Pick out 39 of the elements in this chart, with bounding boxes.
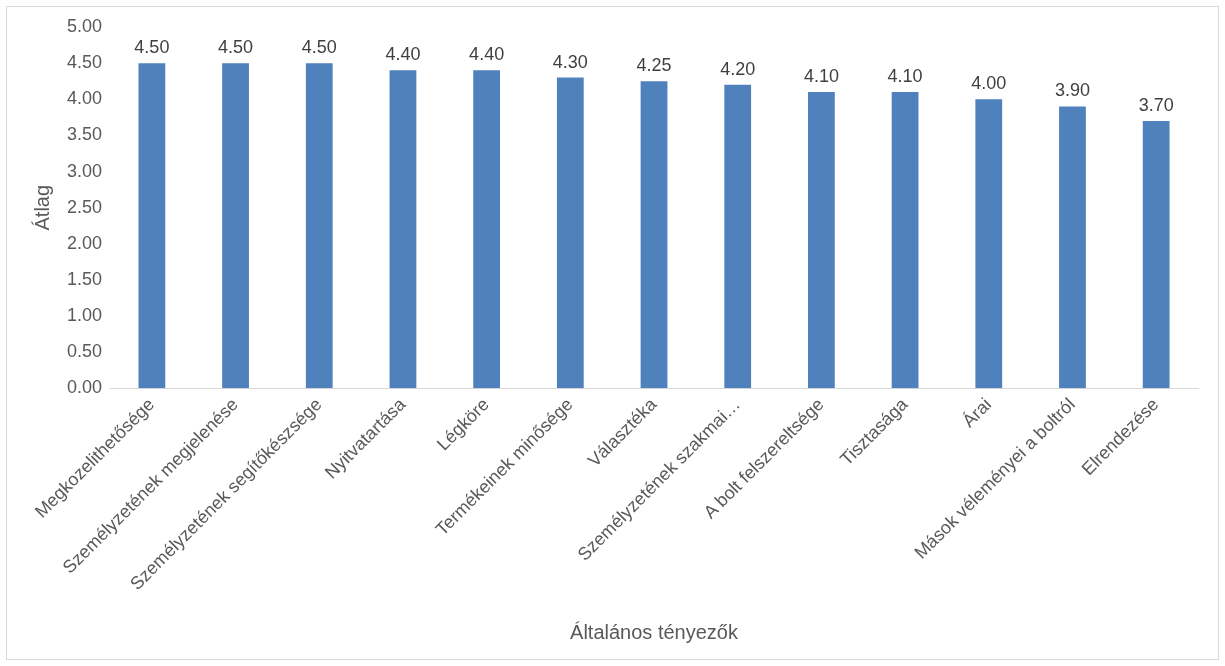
y-tick-label: 4.50	[66, 52, 103, 73]
bar	[808, 92, 835, 389]
data-label: 4.40	[469, 44, 505, 65]
data-label: 4.10	[887, 66, 923, 87]
data-label: 3.70	[1138, 94, 1174, 115]
y-tick-label: 1.50	[66, 268, 103, 289]
bar	[222, 63, 249, 389]
data-label: 4.30	[552, 51, 588, 72]
y-tick-label: 3.50	[66, 124, 103, 145]
bar	[640, 81, 668, 389]
y-axis-title: Átlag	[30, 184, 53, 231]
bar	[473, 70, 501, 389]
y-tick-label: 4.00	[66, 88, 103, 109]
bar	[891, 92, 919, 389]
bar	[1059, 106, 1086, 389]
data-label: 3.90	[1054, 80, 1090, 101]
y-tick-label: 5.00	[66, 15, 103, 36]
data-label: 4.25	[636, 55, 672, 76]
data-label: 4.00	[971, 73, 1007, 94]
data-label: 4.50	[218, 37, 254, 58]
bar	[556, 77, 584, 389]
data-label: 4.50	[301, 37, 337, 58]
data-label: 4.40	[385, 44, 421, 65]
y-tick-label: 2.50	[66, 196, 103, 217]
bar	[389, 70, 417, 389]
y-tick-label: 1.00	[66, 305, 103, 326]
y-tick-label: 0.00	[66, 377, 103, 398]
data-label: 4.10	[803, 66, 839, 87]
data-label: 4.20	[720, 58, 756, 79]
bar	[138, 63, 166, 389]
y-tick-label: 3.00	[66, 160, 103, 181]
x-axis-title: Általános tényezők	[570, 620, 739, 643]
bar	[1142, 120, 1170, 389]
bar	[975, 99, 1003, 389]
bar	[305, 63, 333, 389]
bar	[724, 84, 752, 389]
y-tick-label: 0.50	[66, 341, 103, 362]
data-label: 4.50	[134, 37, 170, 58]
y-tick-label: 2.00	[66, 232, 103, 253]
